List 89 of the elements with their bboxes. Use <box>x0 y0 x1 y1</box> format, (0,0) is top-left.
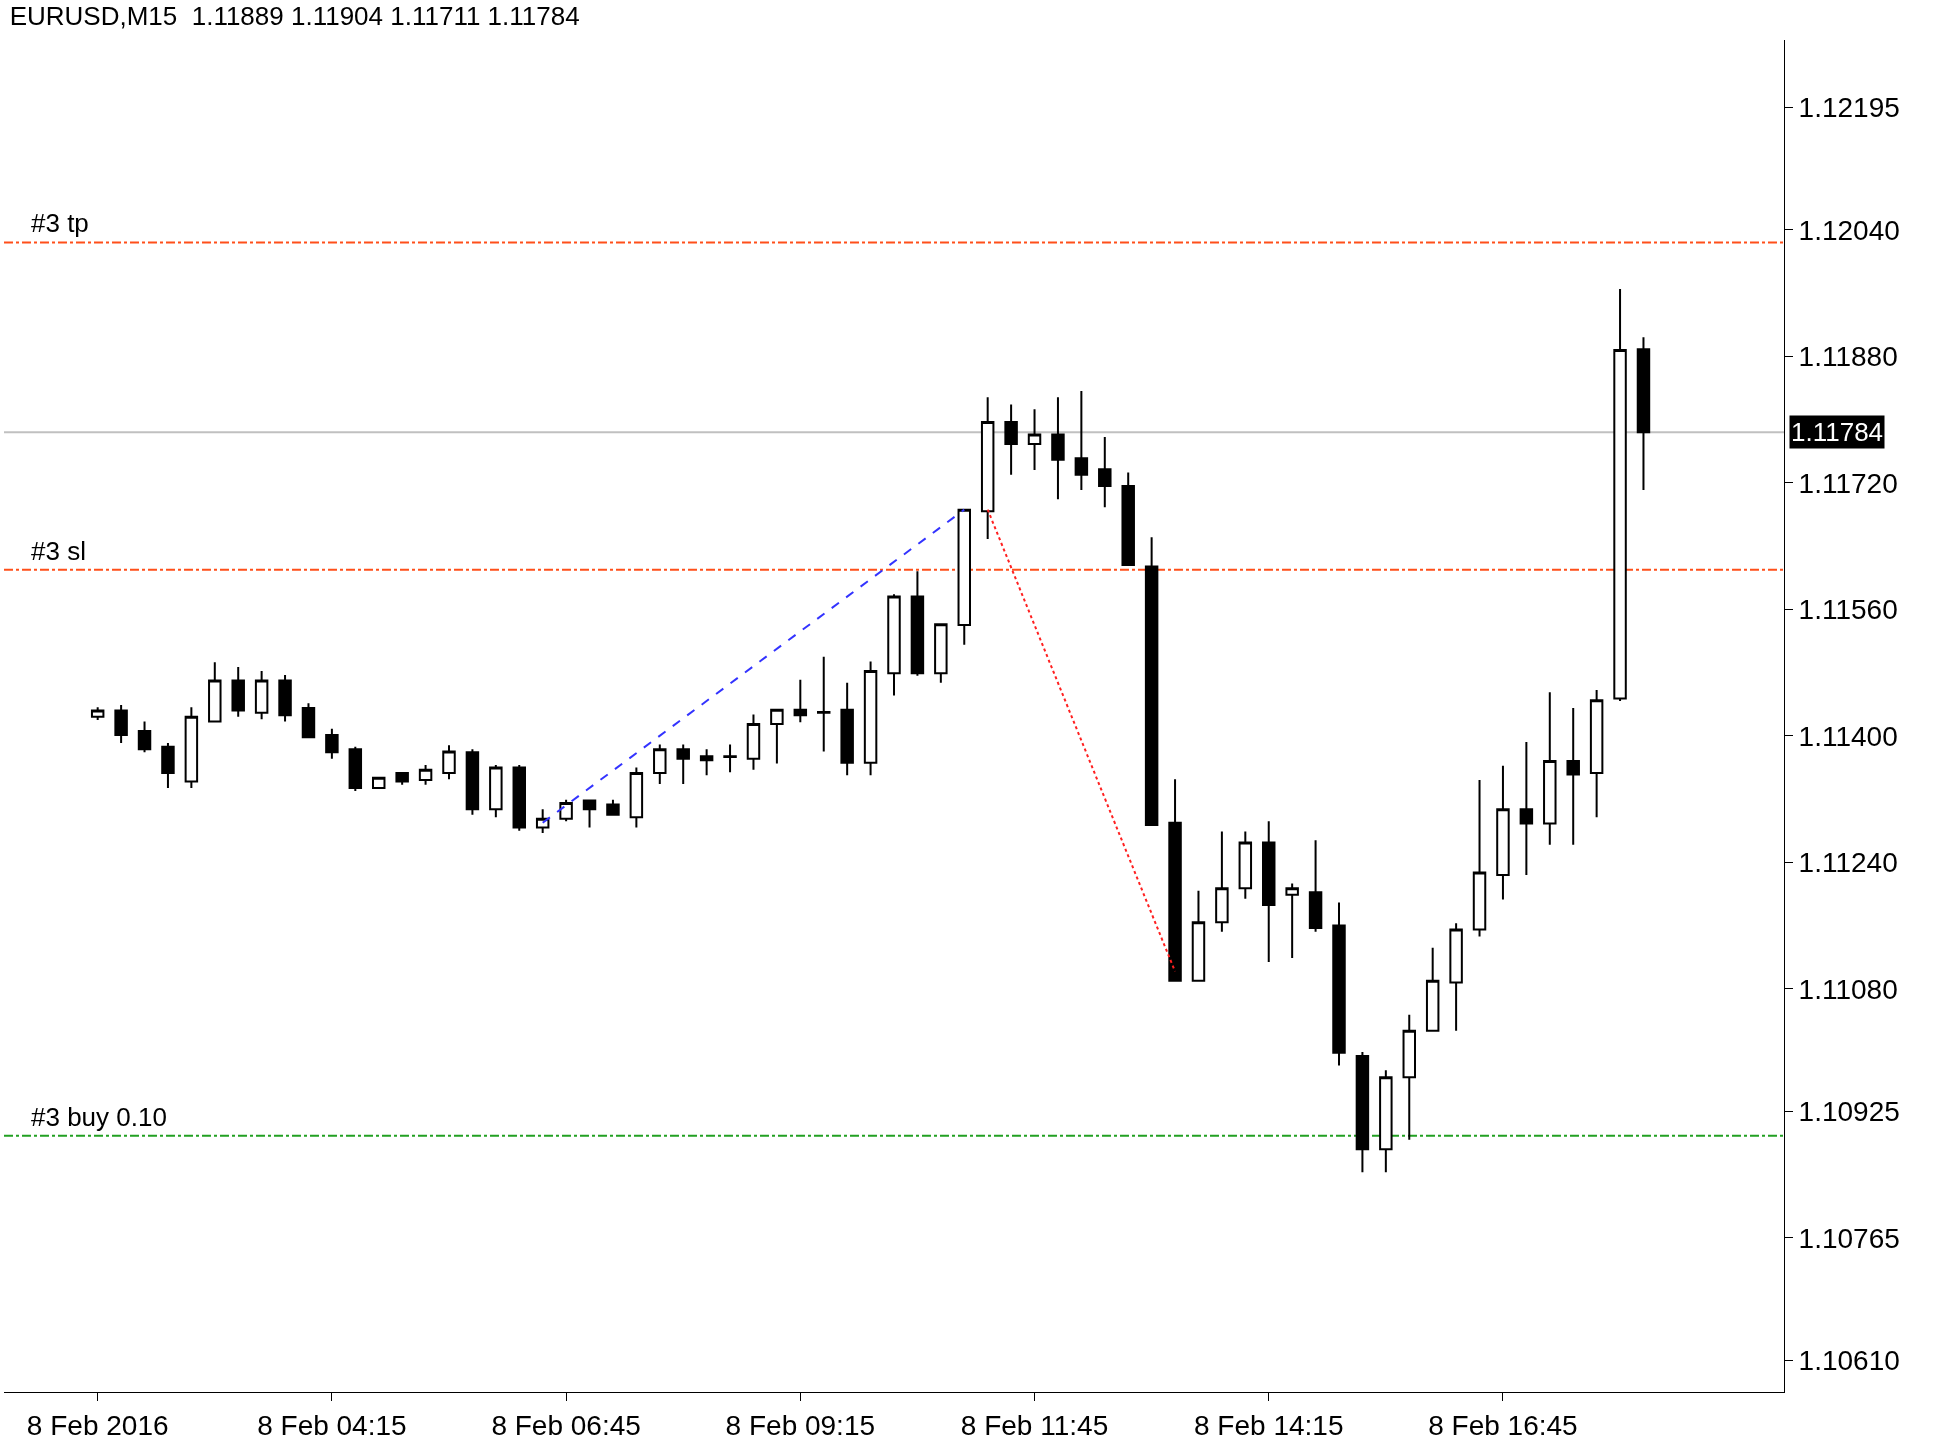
candlestick <box>1238 830 1253 900</box>
x-tick-label: 8 Feb 16:45 <box>1428 1409 1578 1441</box>
candlestick <box>1425 946 1440 1032</box>
y-tick-label: 1.10925 <box>1798 1096 1900 1128</box>
x-tick-label: 8 Feb 2016 <box>26 1409 169 1441</box>
y-tick-label: 1.11400 <box>1798 720 1898 752</box>
candlestick <box>1379 1069 1393 1174</box>
y-tick-label: 1.10610 <box>1798 1345 1900 1377</box>
ref-line-label: #3 sl <box>31 536 86 566</box>
candlestick <box>442 744 456 781</box>
candlestick <box>1004 403 1018 476</box>
candlestick <box>840 681 854 777</box>
candlestick <box>184 706 199 789</box>
y-tick-label: 1.11080 <box>1798 973 1898 1005</box>
candlestick <box>1285 882 1299 959</box>
x-tick-label: 8 Feb 11:45 <box>960 1409 1109 1441</box>
candlestick <box>957 508 971 646</box>
chart-title: EURUSD,M15 1.11889 1.11904 1.11711 1.11784 <box>9 1 580 32</box>
candlestick <box>325 727 339 760</box>
candlestick <box>1262 820 1276 963</box>
candlestick <box>1636 336 1651 491</box>
y-tick-label: 1.11560 <box>1798 594 1898 626</box>
candlestick <box>1191 889 1206 982</box>
candlestick <box>934 623 948 684</box>
candlestick <box>1121 471 1135 566</box>
candlestick <box>301 702 316 739</box>
y-tick-label: 1.11880 <box>1798 341 1898 373</box>
y-tick-label: 1.11720 <box>1798 467 1898 499</box>
candlestick <box>910 570 925 677</box>
candlestick <box>137 720 152 754</box>
candlestick <box>114 703 128 744</box>
x-tick-label: 8 Feb 06:45 <box>491 1409 641 1441</box>
candlestick <box>1308 839 1323 933</box>
ref-line-label: #3 buy 0.10 <box>31 1102 167 1132</box>
candlestick <box>1589 688 1604 819</box>
candlestick <box>90 706 105 721</box>
candlestick <box>1519 741 1534 876</box>
y-tick-label: 1.11240 <box>1798 847 1898 879</box>
candlestick <box>1144 536 1159 827</box>
candlestick <box>1215 830 1229 933</box>
candlestick <box>863 660 878 777</box>
ref-line-label: 1.11784 <box>1791 417 1884 447</box>
candlestick <box>887 593 901 697</box>
candlestick <box>559 798 573 823</box>
candlestick <box>254 669 269 721</box>
candlestick <box>161 741 175 789</box>
candlestick <box>1449 922 1463 1032</box>
candlestick <box>278 673 292 723</box>
candlestick <box>1496 764 1510 901</box>
candlestick <box>723 743 737 774</box>
candlestick <box>348 745 363 793</box>
candlestick <box>418 764 433 786</box>
candlestick <box>395 771 409 786</box>
candlestick <box>372 775 386 789</box>
candlestick <box>1051 396 1065 501</box>
candlestick <box>489 764 503 819</box>
candlestick <box>1355 1051 1370 1174</box>
candlestick <box>699 748 714 777</box>
candlestick <box>1074 390 1089 491</box>
x-tick-label: 8 Feb 09:15 <box>725 1409 876 1441</box>
y-tick-label: 1.12040 <box>1798 214 1900 246</box>
candlestick <box>606 798 620 816</box>
candlestick <box>817 655 831 753</box>
candlestick <box>1566 707 1580 846</box>
candlestick <box>746 713 761 771</box>
candlestick <box>1332 901 1346 1067</box>
candlestick <box>1543 691 1557 846</box>
candlestick <box>676 743 690 785</box>
candlestick <box>1027 408 1042 472</box>
candlestick <box>1613 288 1627 702</box>
candlestick <box>582 798 597 829</box>
candlestick <box>512 764 526 832</box>
candlestick <box>231 665 245 718</box>
candlestick <box>629 766 644 829</box>
candlestick <box>980 396 995 540</box>
candlestick <box>1168 778 1182 982</box>
candlestick <box>793 678 808 724</box>
candlestick <box>1472 779 1487 938</box>
y-tick-label: 1.12195 <box>1798 92 1900 123</box>
x-tick-label: 8 Feb 14:15 <box>1194 1409 1344 1441</box>
candlestick <box>653 743 667 785</box>
x-tick-label: 8 Feb 04:15 <box>257 1409 407 1441</box>
candlestick <box>465 748 480 816</box>
ref-line-label: #3 tp <box>31 208 89 238</box>
candlestick <box>208 661 222 723</box>
candlestick <box>1098 435 1112 509</box>
y-tick-label: 1.10765 <box>1798 1222 1900 1254</box>
candlestick <box>770 708 784 765</box>
candlestick <box>1402 1013 1416 1141</box>
